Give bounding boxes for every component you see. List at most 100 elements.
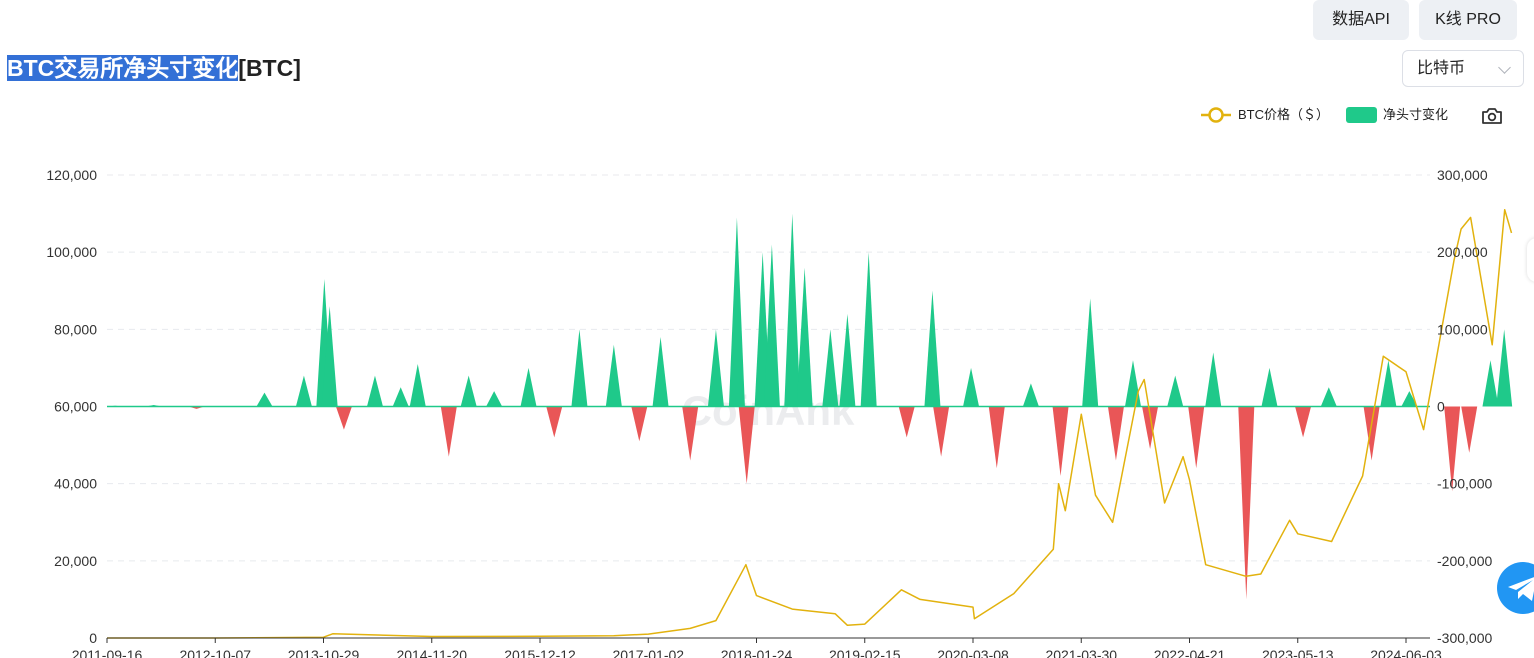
netflow-bar-negative [1461, 406, 1478, 453]
netflow-bar-positive [763, 244, 780, 407]
netflow-bar-positive [392, 387, 409, 407]
netflow-bar-negative [898, 406, 915, 438]
netflow-bar-positive [460, 375, 477, 407]
netflow-bar-negative [546, 406, 563, 438]
netflow-bars [107, 213, 1513, 600]
right-axis-tick-label: 200,000 [1437, 244, 1488, 260]
telegram-button[interactable] [1497, 562, 1534, 614]
page-title: BTC交易所净头寸变化[BTC] [7, 50, 301, 87]
netflow-bar-positive [796, 267, 813, 407]
price-line-layer [107, 208, 1513, 639]
x-axis-tick-label: 2015-12-12 [504, 647, 576, 658]
x-axis-tick-label: 2014-11-20 [396, 647, 467, 658]
x-axis-tick-label: 2020-03-08 [937, 647, 1009, 658]
netflow-bar-positive [486, 391, 503, 407]
x-axis-tick-label: 2023-05-13 [1262, 647, 1334, 658]
right-axis-tick-label: 0 [1437, 399, 1445, 415]
netflow-bar-positive [409, 364, 426, 407]
price-line [107, 208, 1513, 639]
netflow-bar-positive [571, 329, 588, 407]
netflow-bar-negative [631, 406, 648, 442]
netflow-bar-positive [1496, 329, 1513, 407]
netflow-bar-positive [605, 344, 622, 407]
left-axis-tick-label: 100,000 [46, 244, 97, 260]
data-api-button[interactable]: 数据API [1313, 0, 1409, 40]
x-axis-tick-label: 2017-01-02 [612, 647, 684, 658]
netflow-bar-positive [707, 329, 724, 407]
netflow-bar-negative [440, 406, 457, 457]
netflow-bar-positive [784, 213, 801, 407]
x-axis-tick-label: 2021-03-30 [1045, 647, 1117, 658]
netflow-bar-positive [1482, 360, 1499, 407]
netflow-bar-positive [366, 375, 383, 407]
coin-select-value: 比特币 [1417, 60, 1466, 77]
netflow-bar-positive [1082, 298, 1099, 407]
right-axis-tick-label: -300,000 [1437, 630, 1492, 646]
netflow-bar-negative [1238, 406, 1255, 600]
x-axis-tick-label: 2018-01-24 [721, 647, 793, 658]
x-axis-tick-label: 2022-04-21 [1154, 647, 1226, 658]
legend-price-label: BTC价格（＄） [1238, 107, 1330, 122]
left-axis-tick-label: 40,000 [54, 476, 97, 492]
netflow-bar-negative [1188, 406, 1205, 469]
netflow-bar-negative [933, 406, 950, 457]
camera-icon[interactable] [1481, 107, 1503, 125]
x-axis-tick-label: 2013-10-29 [288, 647, 360, 658]
side-panel-tab[interactable] [1527, 238, 1534, 282]
left-axis-tick-label: 60,000 [54, 399, 97, 415]
left-axis-tick-label: 120,000 [46, 167, 97, 183]
netflow-bar-positive [924, 290, 941, 407]
telegram-icon [1508, 577, 1534, 601]
netflow-bar-positive [1205, 352, 1222, 407]
netflow-bar-positive [860, 252, 877, 407]
x-axis-tick-label: 2012-10-07 [179, 647, 251, 658]
netflow-bar-positive [839, 313, 856, 407]
netflow-bar-positive [822, 329, 839, 407]
netflow-bar-negative [1444, 406, 1461, 492]
netflow-bar-positive [520, 367, 537, 407]
netflow-bar-positive [652, 337, 669, 407]
netflow-bar-positive [1380, 360, 1397, 407]
left-axis-tick-label: 20,000 [54, 553, 97, 569]
netflow-bar-positive [1167, 375, 1184, 407]
netflow-bar-negative [1107, 406, 1124, 461]
netflow-bar-positive [1022, 383, 1039, 407]
netflow-bar-negative [682, 406, 699, 461]
right-axis-tick-label: 100,000 [1437, 321, 1488, 337]
legend-item-price[interactable]: BTC价格（＄） [1200, 104, 1335, 126]
netflow-bar-positive [295, 375, 312, 407]
netflow-bar-negative [1363, 406, 1380, 461]
netflow-bar-positive [1261, 367, 1278, 407]
netflow-bar-negative [738, 406, 755, 484]
legend-netflow-swatch [1346, 107, 1377, 123]
netflow-bar-negative [1142, 406, 1159, 449]
right-axis-tick-label: -100,000 [1437, 476, 1492, 492]
netflow-bar-positive [256, 392, 273, 407]
netflow-bar-negative [1052, 406, 1069, 476]
chart-axes: 0 -300,000 20,000 -200,000 40,000 -100,000 60,… [46, 167, 1492, 658]
netflow-bar-negative [1295, 406, 1312, 438]
netflow-bar-negative [335, 406, 352, 430]
legend-price-line-icon [1201, 107, 1231, 123]
right-axis-tick-label: 300,000 [1437, 167, 1488, 183]
x-axis-tick-label: 2011-09-16 [72, 647, 143, 658]
netflow-bar-positive [1124, 360, 1141, 407]
netflow-bar-negative [988, 406, 1005, 469]
netflow-bar-positive [1401, 391, 1418, 407]
x-axis-tick-label: 2024-06-03 [1370, 647, 1442, 658]
kline-pro-button[interactable]: K线 PRO [1419, 0, 1517, 40]
left-axis-tick-label: 0 [89, 630, 97, 646]
legend-item-netflow[interactable]: 净头寸变化 [1346, 104, 1466, 126]
netflow-bar-positive [1320, 387, 1337, 407]
page-title-suffix: [BTC] [238, 55, 301, 81]
netflow-bar-positive [321, 306, 338, 407]
page-title-selected-text: BTC交易所净头寸变化 [7, 55, 239, 81]
right-axis-tick-label: -200,000 [1437, 553, 1492, 569]
legend-netflow-label: 净头寸变化 [1383, 107, 1449, 122]
netflow-bar-positive [963, 367, 980, 407]
left-axis-tick-label: 80,000 [54, 321, 97, 337]
x-axis-tick-label: 2019-02-15 [829, 647, 901, 658]
netflow-bar-positive [728, 217, 745, 407]
coin-select[interactable]: 比特币 [1402, 50, 1524, 87]
